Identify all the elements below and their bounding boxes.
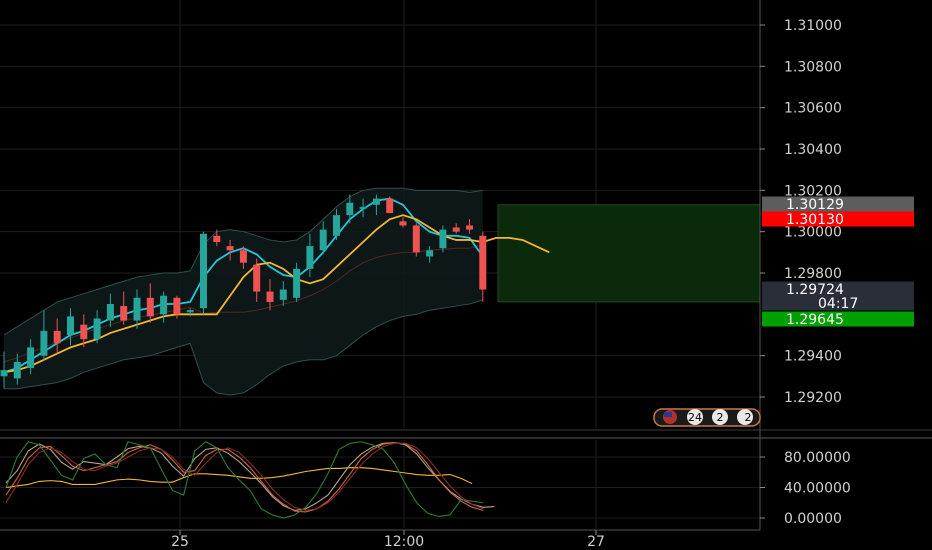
candle-body <box>226 246 234 251</box>
candle-body <box>319 229 327 251</box>
time-tick-label: 25 <box>171 534 189 550</box>
oscillator-line <box>5 467 473 489</box>
oscillator-series <box>5 441 495 519</box>
price-tick-label: 1.30200 <box>784 183 842 199</box>
candle-body <box>346 202 354 216</box>
price-tick-label: 1.30000 <box>784 225 842 241</box>
candle-body <box>439 229 447 249</box>
candle-body <box>133 297 141 321</box>
band-lower-line <box>4 299 483 396</box>
candle-body <box>266 291 274 302</box>
price-tick-label: 1.30400 <box>784 142 842 158</box>
oscillator-grid <box>0 440 760 528</box>
candle-body <box>146 297 154 317</box>
price-label-bg <box>762 281 914 297</box>
flag-icon <box>737 409 753 425</box>
candle-body <box>40 330 48 356</box>
candle-body <box>173 297 181 315</box>
flag-icon <box>712 409 728 425</box>
candle-body <box>452 227 460 232</box>
candles <box>0 194 487 389</box>
candle-body <box>213 235 221 242</box>
flag-canton-icon <box>664 412 672 417</box>
candle-body <box>426 250 434 257</box>
ma-line <box>3 214 550 374</box>
candle-body <box>200 233 207 309</box>
candle-body <box>160 295 168 315</box>
candle-body <box>279 289 287 300</box>
oscillator-line <box>5 441 484 519</box>
oscillator-tick-label: 40.00000 <box>784 481 851 497</box>
candle-body <box>67 316 74 335</box>
candle-body <box>186 310 194 313</box>
price-axis[interactable]: 1.31000 1.30800 1.30600 1.30400 1.30200 1.300… <box>760 18 842 406</box>
price-label-bg <box>762 311 914 327</box>
candle-body <box>13 361 21 379</box>
long-position-tool[interactable] <box>497 204 761 303</box>
price-tick-label: 1.29800 <box>784 266 842 282</box>
oscillator-axis[interactable]: 80.00000 40.00000 0.00000 <box>760 450 851 527</box>
candle-body <box>333 215 340 236</box>
candle-body <box>466 225 473 230</box>
price-label-text: 1.30129 <box>786 197 844 213</box>
badge-count: 2 <box>717 411 724 424</box>
time-tick-label: 27 <box>587 534 605 550</box>
position-profit-zone <box>497 204 761 303</box>
candle-body <box>106 304 114 321</box>
price-tick-label: 1.29200 <box>784 390 842 406</box>
candle-body <box>306 246 314 269</box>
price-label-text: 04:17 <box>818 296 858 312</box>
badge-count: 24 <box>688 411 702 424</box>
candle-body <box>0 370 8 377</box>
candle-body <box>27 347 35 369</box>
candle-body <box>412 225 420 253</box>
price-tick-label: 1.31000 <box>784 18 842 34</box>
candle-body <box>93 318 101 340</box>
price-tick-label: 1.30600 <box>784 101 842 117</box>
price-label-text: 1.29645 <box>786 312 844 328</box>
oscillator-line <box>5 442 484 511</box>
price-label-bg <box>762 196 914 212</box>
candle-body <box>239 250 247 263</box>
candle-body <box>120 306 128 321</box>
price-label-bg <box>762 211 914 227</box>
flag-icon <box>687 409 703 425</box>
price-label-text: 1.30130 <box>786 212 844 228</box>
candle-body <box>293 268 301 298</box>
candle-body <box>372 198 380 205</box>
candle-body <box>53 330 61 344</box>
band-fill <box>4 188 483 395</box>
price-tick-label: 1.29400 <box>784 349 842 365</box>
price-label-text: 1.29724 <box>786 282 844 298</box>
band-upper-line <box>3 187 483 336</box>
oscillator-tick-label: 80.00000 <box>784 450 851 466</box>
time-axis[interactable]: 25 12:00 27 <box>171 530 605 550</box>
oscillator-tick-label: 0.00000 <box>784 511 842 527</box>
badge-count: 2 <box>745 411 752 424</box>
candle-body <box>399 221 407 226</box>
candle-body <box>253 264 261 292</box>
candle-body <box>386 198 394 214</box>
time-tick-label: 12:00 <box>384 534 424 550</box>
events-badge[interactable]: 24 2 2 <box>653 408 761 427</box>
price-tick-label: 1.30800 <box>784 59 842 75</box>
candle-body <box>359 206 367 209</box>
price-label-bg <box>762 295 914 311</box>
candle-body <box>479 235 487 290</box>
candle-body <box>80 324 88 340</box>
oscillator-line <box>5 441 495 511</box>
